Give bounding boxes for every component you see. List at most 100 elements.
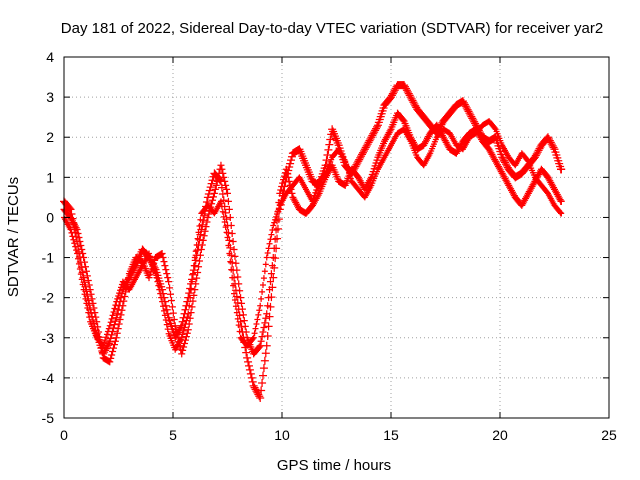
data-point xyxy=(234,273,242,281)
data-point xyxy=(245,365,254,374)
data-point xyxy=(209,193,217,201)
data-point xyxy=(74,229,82,237)
data-point xyxy=(178,350,186,358)
data-point xyxy=(227,221,235,229)
y-tick-label: 1 xyxy=(46,169,54,185)
data-point xyxy=(250,334,257,341)
data-point xyxy=(116,290,123,297)
data-point xyxy=(363,140,372,149)
data-point xyxy=(547,140,556,149)
data-point xyxy=(268,262,276,270)
data-point xyxy=(402,86,411,95)
data-point xyxy=(186,284,195,293)
data-point xyxy=(287,152,296,161)
data-point xyxy=(264,322,273,331)
data-point xyxy=(261,349,270,358)
data-point xyxy=(288,189,296,197)
data-point xyxy=(278,183,286,191)
data-point xyxy=(162,266,170,274)
data-point xyxy=(73,225,81,233)
data-point xyxy=(195,257,203,265)
data-point xyxy=(251,385,260,394)
data-point xyxy=(112,313,121,322)
data-point xyxy=(188,286,195,293)
data-point xyxy=(200,232,208,240)
data-point xyxy=(147,256,154,263)
data-point xyxy=(197,216,204,223)
data-point xyxy=(180,343,188,351)
data-point xyxy=(361,143,370,152)
data-point xyxy=(152,270,159,277)
data-point xyxy=(163,321,170,328)
data-point xyxy=(181,340,189,348)
data-point xyxy=(153,274,160,281)
data-point xyxy=(284,173,292,181)
data-point xyxy=(86,286,94,294)
data-point xyxy=(107,354,115,362)
data-point xyxy=(230,282,237,289)
data-point xyxy=(85,309,92,316)
data-point xyxy=(342,158,349,165)
data-point xyxy=(273,224,282,233)
data-point xyxy=(124,274,132,282)
data-point xyxy=(269,273,278,282)
data-point xyxy=(71,240,78,247)
series-group-2 xyxy=(60,109,565,366)
data-point xyxy=(213,177,221,185)
data-point xyxy=(545,136,554,145)
data-point xyxy=(162,317,169,324)
data-point xyxy=(193,274,201,282)
data-point xyxy=(469,116,478,125)
data-point xyxy=(260,323,268,331)
data-point xyxy=(164,326,171,333)
data-point xyxy=(244,361,253,370)
data-point xyxy=(181,324,188,331)
data-point xyxy=(119,302,127,310)
data-point xyxy=(166,284,174,292)
data-point xyxy=(557,165,566,174)
data-point xyxy=(180,327,187,334)
data-point xyxy=(461,102,470,111)
data-point xyxy=(194,235,201,242)
data-point xyxy=(100,342,107,349)
plot-frame xyxy=(63,56,610,419)
data-point xyxy=(217,198,224,205)
data-point xyxy=(221,219,228,226)
x-tick-label: 0 xyxy=(60,427,68,443)
data-point xyxy=(548,141,557,150)
data-point xyxy=(407,94,416,103)
data-point xyxy=(275,205,282,212)
data-point xyxy=(502,161,511,170)
data-point xyxy=(238,299,246,307)
data-point xyxy=(70,236,77,243)
data-point xyxy=(92,313,100,321)
data-point xyxy=(256,307,263,314)
data-point xyxy=(90,304,98,312)
data-point xyxy=(73,247,80,254)
data-point xyxy=(326,135,335,144)
data-point xyxy=(179,331,186,338)
data-point xyxy=(356,153,365,162)
data-point xyxy=(549,143,558,152)
data-point xyxy=(388,89,397,98)
data-point xyxy=(499,154,508,163)
data-point xyxy=(359,146,368,155)
chart-title: Day 181 of 2022, Sidereal Day-to-day VTE… xyxy=(61,20,603,37)
data-point xyxy=(462,103,471,112)
data-point xyxy=(251,330,258,337)
data-point xyxy=(85,281,93,289)
data-point xyxy=(219,208,226,215)
data-point xyxy=(111,317,120,326)
data-point xyxy=(389,87,398,96)
data-point xyxy=(161,262,169,270)
series-group-1 xyxy=(60,81,566,402)
data-point xyxy=(258,333,266,341)
data-point xyxy=(314,184,321,191)
x-tick-label: 10 xyxy=(274,427,290,443)
data-point xyxy=(387,93,395,102)
data-point xyxy=(75,255,82,262)
data-point xyxy=(159,254,167,262)
data-point xyxy=(146,253,153,260)
data-point xyxy=(159,298,166,305)
